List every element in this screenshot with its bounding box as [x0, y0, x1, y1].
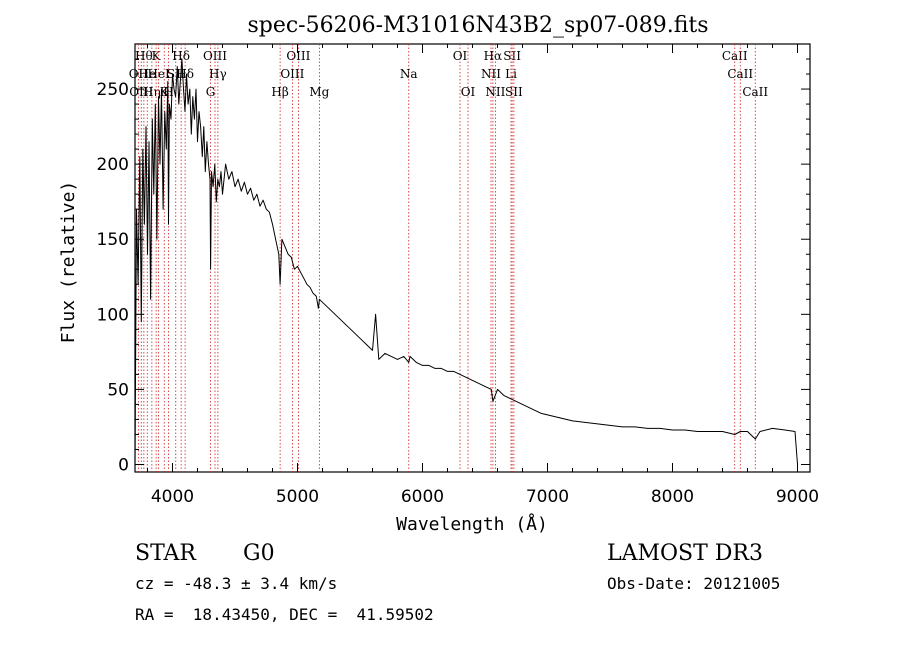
line-marker-label: OI	[453, 49, 468, 63]
object-subclass: G0	[243, 541, 275, 566]
line-marker-label: H	[163, 85, 173, 99]
x-tick-label: 8000	[651, 487, 694, 507]
line-marker-label: OIII	[203, 49, 227, 63]
line-marker-label: Mg	[309, 85, 329, 99]
obs-date: Obs-Date: 20121005	[607, 574, 780, 593]
line-marker-label: G	[206, 85, 216, 99]
line-marker-label: Hα	[484, 49, 503, 63]
x-tick-label: 4000	[151, 487, 194, 507]
line-markers: OIIOIIIHθHeHηKHeIKHSIIHδHδGOIIIHγHβOIIIO…	[129, 44, 768, 472]
y-axis-label: Flux (relative)	[58, 181, 79, 344]
line-marker-label: Hδ	[172, 49, 190, 63]
line-marker-label: Hη	[143, 85, 161, 99]
line-marker-label: CaII	[727, 67, 753, 81]
line-marker-label: Hγ	[209, 67, 227, 81]
spectrum-line	[134, 58, 798, 465]
line-marker-label: K	[160, 85, 170, 99]
line-marker-label: OI	[461, 85, 476, 99]
spectrum-series	[134, 58, 798, 465]
x-axis: 4000 5000 6000 7000 8000 9000	[147, 44, 819, 507]
line-marker-label: Li	[505, 67, 517, 81]
line-marker-label: OIII	[286, 49, 310, 63]
y-tick-label: 250	[97, 80, 129, 100]
survey-name: LAMOST DR3	[607, 541, 763, 566]
object-type: STAR	[135, 541, 197, 566]
chart-title: spec-56206-M31016N43B2_sp07-089.fits	[247, 13, 708, 38]
line-marker-label: K	[152, 49, 162, 63]
y-axis: 0 50 100 150 200 250	[97, 58, 810, 475]
line-marker-label: NII	[481, 67, 501, 81]
line-marker-label: Hθ	[135, 49, 153, 63]
x-tick-label: 5000	[276, 487, 319, 507]
line-marker-label: OIII	[280, 67, 304, 81]
line-marker-label: OIII	[129, 85, 153, 99]
redshift-cz: cz = -48.3 ± 3.4 km/s	[135, 574, 337, 593]
line-marker-label: HeI	[147, 67, 170, 81]
coordinates: RA = 18.43450, DEC = 41.59502	[135, 605, 434, 624]
y-tick-label: 50	[107, 380, 129, 400]
y-tick-label: 150	[97, 230, 129, 250]
line-marker-label: CaII	[742, 85, 768, 99]
line-marker-label: Na	[400, 67, 418, 81]
x-tick-label: 7000	[526, 487, 569, 507]
line-marker-label: He	[138, 67, 156, 81]
line-marker-label: CaII	[722, 49, 748, 63]
y-tick-label: 100	[97, 305, 129, 325]
x-tick-label: 6000	[401, 487, 444, 507]
line-marker-label: SII	[505, 85, 523, 99]
x-axis-label: Wavelength (Å)	[396, 513, 548, 535]
x-tick-label: 9000	[776, 487, 819, 507]
line-marker-label: NII	[485, 85, 505, 99]
y-tick-label: 0	[118, 455, 129, 475]
line-marker-label: Hβ	[271, 85, 288, 99]
plot-frame	[134, 43, 811, 473]
line-marker-label: Hδ	[176, 67, 194, 81]
line-marker-label: SII	[503, 49, 521, 63]
y-tick-label: 200	[97, 155, 129, 175]
